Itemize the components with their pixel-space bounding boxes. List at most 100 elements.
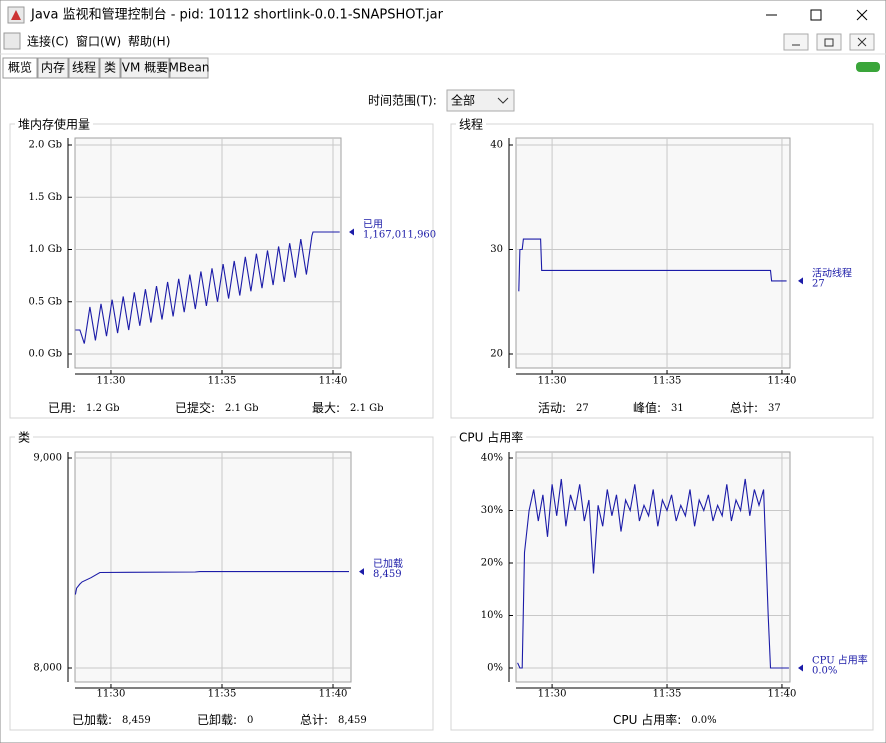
y-tick-label: 1.0 Gb	[29, 244, 62, 255]
footer-value: 8,459	[122, 715, 151, 726]
x-tick-label: 11:35	[208, 689, 237, 700]
panel-title-bg	[15, 430, 34, 444]
footer-value: 27	[576, 403, 589, 414]
menu-item[interactable]: 连接(C)	[27, 34, 69, 49]
footer-label: 已卸载:	[197, 712, 237, 727]
y-tick-label: 9,000	[33, 453, 62, 464]
panel-border	[450, 436, 874, 731]
footer-stat: CPU 占用率: 0.0%	[613, 712, 717, 727]
tab-label: VM 概要	[122, 61, 168, 75]
panel-title: 类	[18, 431, 30, 445]
y-tick-label: 0.0 Gb	[29, 349, 62, 360]
app-icon-glyph	[11, 10, 21, 20]
tab-label: 类	[104, 61, 116, 75]
menu-item[interactable]: 帮助(H)	[128, 35, 170, 49]
legend-name: 已用	[363, 220, 383, 231]
footer-stat: 总计: 37	[730, 401, 781, 415]
footer-value: 2.1 Gb	[225, 403, 258, 414]
connection-icon	[856, 62, 880, 72]
footer-label: 峰值:	[633, 400, 661, 415]
x-tick-label: 11:40	[319, 689, 348, 700]
x-tick-label: 11:30	[538, 376, 567, 387]
combo-arrow	[497, 97, 509, 104]
tab-label: MBean	[169, 61, 210, 75]
time-range-combo[interactable]	[446, 89, 515, 112]
legend-marker	[359, 568, 364, 576]
y-tick-label: 30%	[481, 505, 503, 516]
doc-icon	[3, 32, 21, 50]
y-tick-label: 0.5 Gb	[29, 296, 62, 307]
tab[interactable]	[99, 57, 121, 79]
panel-border	[9, 123, 434, 419]
footer-stat: 最大: 2.1 Gb	[312, 401, 384, 415]
tab-label: 概览	[8, 60, 32, 75]
tab[interactable]	[37, 57, 69, 79]
tab-label: 内存	[41, 61, 65, 75]
legend-value: 0.0%	[812, 666, 837, 677]
time-range-value: 全部	[451, 93, 475, 108]
footer-stat: 活动: 27	[538, 401, 589, 415]
y-tick-label: 20%	[481, 558, 503, 569]
tab-label: 线程	[72, 60, 96, 75]
panel-title-bg	[456, 117, 487, 131]
plot-area	[74, 137, 342, 369]
mdi-min[interactable]	[783, 33, 809, 51]
y-tick-label: 0%	[487, 663, 503, 674]
close-button[interactable]	[856, 9, 868, 21]
footer-label: 总计:	[300, 713, 328, 727]
time-range-label: 时间范围(T):	[368, 94, 437, 108]
footer-label: 已用:	[48, 401, 76, 415]
mdi-restore[interactable]	[816, 33, 842, 51]
tab[interactable]	[169, 57, 209, 79]
panel-title: 堆内存使用量	[18, 117, 90, 132]
footer-stat: 总计: 8,459	[300, 713, 367, 727]
footer-value: 2.1 Gb	[350, 403, 383, 414]
footer-stat: 已卸载: 0	[197, 712, 253, 727]
x-tick-label: 11:30	[97, 376, 126, 387]
legend-value: 1,167,011,960	[363, 230, 436, 241]
legend-marker	[349, 228, 354, 236]
footer-value: 31	[671, 403, 684, 414]
mdi-close-glyph	[857, 37, 867, 47]
legend-name: CPU 占用率	[812, 654, 868, 667]
footer-stat: 峰值: 31	[633, 400, 684, 415]
footer-value: 0	[247, 715, 253, 726]
legend-value: 27	[812, 278, 825, 289]
series-line	[517, 478, 789, 669]
tab[interactable]	[120, 57, 170, 79]
legend-name: 已加载	[373, 558, 403, 570]
panel-title-bg	[456, 430, 527, 444]
menu-item[interactable]: 窗口(W)	[76, 35, 121, 49]
panel-title: 线程	[459, 117, 483, 132]
panel-title-bg	[15, 117, 94, 131]
legend-name: 活动线程	[812, 266, 852, 279]
tab[interactable]	[68, 57, 100, 79]
plot-area	[515, 137, 791, 369]
y-tick-label: 20	[490, 349, 503, 360]
maximize-button[interactable]	[810, 9, 822, 21]
x-tick-label: 11:40	[768, 689, 797, 700]
footer-label: 总计:	[730, 401, 758, 415]
legend-marker	[798, 664, 803, 672]
x-tick-label: 11:35	[653, 376, 682, 387]
y-tick-label: 30	[490, 244, 503, 255]
y-tick-label: 40	[490, 140, 503, 151]
panel-border	[450, 123, 874, 419]
footer-value: 37	[768, 403, 781, 414]
footer-label: 最大:	[312, 401, 340, 415]
window-title: Java 监视和管理控制台 - pid: 10112 shortlink-0.0…	[30, 8, 444, 23]
y-tick-label: 10%	[481, 610, 503, 621]
footer-value: 0.0%	[691, 715, 716, 726]
x-tick-label: 11:35	[208, 376, 237, 387]
x-tick-label: 11:30	[97, 689, 126, 700]
y-tick-label: 1.5 Gb	[29, 192, 62, 203]
footer-label: CPU 占用率:	[613, 712, 681, 727]
panel-border	[9, 436, 434, 731]
footer-label: 活动:	[538, 401, 566, 415]
footer-label: 已加载:	[72, 713, 112, 727]
tab[interactable]	[2, 57, 38, 79]
legend-value: 8,459	[373, 569, 402, 580]
plot-area	[74, 451, 352, 683]
x-tick-label: 11:35	[653, 689, 682, 700]
